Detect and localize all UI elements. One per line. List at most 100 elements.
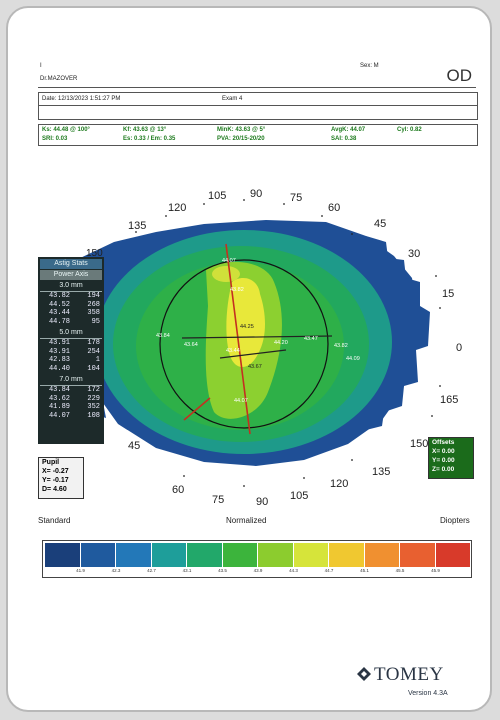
stat-row: 43.84 172 [48,386,100,394]
deg-150: 150 [410,438,429,450]
map-value: 43.44 [226,348,240,354]
color-tick-label: 42.7 [147,568,156,573]
deg-75-top: 75 [290,192,303,204]
deg-60-top: 60 [328,202,341,214]
degree-marks [135,199,441,487]
color-segment [116,543,151,567]
ks-value: Ks: 44.48 @ 100° [42,127,90,133]
cyl-value: Cyl: 0.82 [397,127,422,133]
color-tick-label: 43.1 [182,568,192,573]
color-segment [293,543,328,567]
astig-stats-panel: Astig Stats Power Axis 3.0 mm 43.82 194 4… [38,257,104,444]
deg-120: 120 [330,478,349,490]
color-tick-label: 43.5 [218,568,227,573]
astig-stats-title[interactable]: Astig Stats [40,259,102,269]
doctor-name: Dr.MAZOVER [40,76,78,82]
tomey-logo: TOMEY [357,664,444,686]
scale-standard-label[interactable]: Standard [38,516,71,525]
map-value: 44.09 [346,356,360,362]
pupil-y: Y= -0.17 [42,477,69,484]
color-tick-label: 44.3 [289,568,298,573]
map-value: 43.82 [230,287,244,293]
offsets-box: Offsets X= 0.00 Y= 0.00 Z= 0.00 [428,437,474,479]
stat-row: 43.91 178 [48,339,100,347]
date-row: Date: 12/13/2023 1:51:27 PM Exam 4 [38,92,478,120]
color-segment [400,543,435,567]
color-segment [45,543,80,567]
stat-row: 44.78 95 [48,317,100,326]
map-value: 44.07 [234,398,248,404]
version-label: Version 4.3A [408,690,448,697]
color-scale-bar: 41.9 42.3 42.7 43.1 43.5 43.9 44.3 44.7 45.1 45.5… [42,540,472,578]
stat-row: 44.52 268 [48,300,100,309]
map-value: 43.64 [184,342,198,348]
color-segment [258,543,293,567]
pupil-x: X= -0.27 [42,468,69,475]
stat-row: 44.40 104 [48,364,100,373]
kf-value: Kf: 43.63 @ 13° [123,127,167,133]
avgk-value: AvgK: 44.07 [331,127,366,133]
steep-axis-line [225,243,251,435]
deg-165: 165 [440,394,459,406]
stat-row: 43.82 194 [48,292,100,300]
exam-date: Date: 12/13/2023 1:51:27 PM [42,96,121,102]
exam-number: Exam 4 [222,96,243,102]
pva-value: PVA: 20/15-20/20 [217,136,265,142]
offset-z: Z= 0.00 [432,466,455,473]
deg-135: 135 [372,466,391,478]
map-value: 43.67 [248,364,262,370]
stat-row: 43.44 358 [48,309,100,317]
map-value: 43.82 [334,343,348,349]
color-segment [329,543,364,567]
deg-135-top: 135 [128,220,147,232]
map-value: 44.07 [222,258,236,264]
offsets-title: Offsets [432,439,455,446]
color-tick-label: 43.9 [253,568,263,573]
map-value: 44.20 [274,340,288,346]
scale-diopters-label[interactable]: Diopters [440,516,470,525]
flat-axis-line [181,335,333,339]
axis-tick-line [219,349,287,359]
map-value: 43.84 [156,333,170,339]
scale-normalized-label[interactable]: Normalized [226,516,267,525]
deg-105: 105 [290,490,309,502]
tomey-logo-mark [357,667,371,681]
color-tick-label: 42.3 [111,568,121,573]
color-tick-label: 45.1 [360,568,369,573]
color-tick-label: 45.9 [431,568,440,573]
map-yellow-band [226,278,265,368]
color-segment [151,543,186,567]
pupil-info-box: Pupil X= -0.27 Y= -0.17 D= 4.60 [38,457,84,499]
map-value: 43.47 [304,336,318,342]
offset-x: X= 0.00 [432,448,455,455]
map-yellow-spot [212,266,240,282]
stat-row: 42.83 1 [48,356,100,364]
color-segment [187,543,222,567]
zone-5mm-label: 5.0 mm [40,328,102,339]
deg-75: 75 [212,494,225,506]
color-segment [80,543,115,567]
stat-row: 41.89 352 [48,403,100,411]
color-segment [364,543,399,567]
sex-label: Sex: M [360,63,379,69]
pupil-zone-circle [159,259,329,429]
color-tick-label: 41.9 [76,568,85,573]
deg-30: 30 [408,248,421,260]
pupil-title: Pupil [42,459,60,466]
deg-90-top: 90 [250,188,263,200]
color-tick-label: 44.7 [324,568,334,573]
color-tick-label: 45.5 [395,568,405,573]
deg-90: 90 [256,496,269,508]
corneal-map-svg [60,199,441,487]
deg-150-top: 150 [86,248,103,259]
deg-45-top: 45 [374,218,387,230]
map-value: 44.25 [240,324,254,330]
sri-value: SRI: 0.03 [42,136,68,142]
color-segment [222,543,257,567]
deg-0: 0 [456,342,463,354]
deg-45: 45 [128,440,141,452]
stat-row: 44.07 108 [48,411,100,420]
stat-row: 43.62 229 [48,394,100,403]
eye-label: OD [446,66,473,85]
topography-map: 120 105 90 75 60 45 135 150 30 15 0 165 … [36,186,476,508]
